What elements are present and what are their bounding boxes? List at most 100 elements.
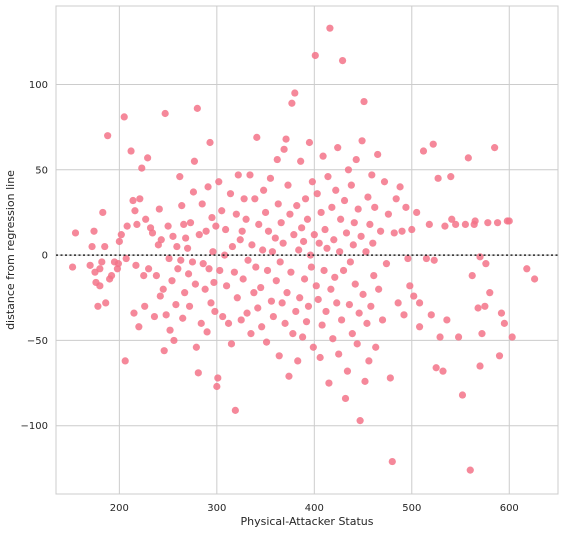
data-point bbox=[236, 236, 244, 244]
data-point bbox=[234, 171, 242, 179]
data-point bbox=[285, 372, 293, 380]
data-point bbox=[283, 289, 291, 297]
data-point bbox=[368, 171, 376, 179]
data-point bbox=[476, 362, 484, 370]
data-point bbox=[523, 265, 531, 273]
data-point bbox=[88, 242, 96, 251]
data-point bbox=[129, 196, 137, 205]
data-point bbox=[374, 150, 382, 159]
data-point bbox=[439, 367, 447, 375]
data-point bbox=[505, 217, 513, 225]
data-point bbox=[357, 232, 365, 240]
data-point bbox=[222, 225, 230, 234]
data-point bbox=[120, 113, 128, 121]
data-point bbox=[132, 261, 140, 269]
data-point bbox=[250, 289, 258, 297]
data-point bbox=[136, 195, 144, 203]
data-point bbox=[98, 258, 106, 266]
data-point bbox=[227, 340, 236, 348]
data-point bbox=[386, 374, 394, 382]
data-point bbox=[138, 164, 146, 172]
data-point bbox=[334, 144, 342, 152]
data-point bbox=[360, 97, 368, 106]
data-point bbox=[308, 178, 316, 186]
data-point bbox=[292, 307, 300, 316]
data-point bbox=[328, 203, 336, 211]
data-point bbox=[232, 210, 240, 218]
data-point bbox=[482, 260, 490, 268]
data-point bbox=[326, 24, 334, 32]
data-point bbox=[422, 254, 431, 263]
data-point bbox=[277, 219, 285, 227]
data-point bbox=[351, 280, 359, 288]
data-point bbox=[274, 200, 282, 208]
data-point bbox=[419, 147, 428, 155]
data-point bbox=[193, 104, 201, 112]
data-point bbox=[237, 316, 245, 324]
data-point bbox=[384, 210, 392, 218]
data-point bbox=[402, 203, 410, 211]
data-point bbox=[279, 239, 287, 247]
data-point bbox=[336, 248, 344, 256]
data-point bbox=[231, 406, 239, 414]
data-point bbox=[142, 215, 150, 223]
data-point bbox=[458, 391, 467, 399]
data-point bbox=[298, 224, 306, 232]
data-point bbox=[243, 309, 251, 317]
data-point bbox=[190, 157, 199, 165]
data-point bbox=[280, 145, 288, 153]
data-point bbox=[239, 275, 247, 283]
data-point bbox=[115, 237, 123, 246]
data-point bbox=[286, 210, 294, 218]
data-point bbox=[294, 357, 302, 365]
data-point bbox=[508, 333, 516, 341]
data-point bbox=[176, 173, 184, 181]
data-point bbox=[337, 215, 345, 223]
y-tick-label: −50 bbox=[27, 336, 48, 347]
data-point bbox=[216, 266, 224, 275]
data-point bbox=[194, 369, 202, 377]
data-point bbox=[197, 319, 205, 327]
data-point bbox=[427, 311, 435, 319]
data-point bbox=[311, 51, 319, 60]
data-point bbox=[415, 323, 424, 331]
data-point bbox=[276, 258, 284, 266]
data-point bbox=[162, 311, 170, 319]
data-point bbox=[316, 353, 324, 362]
data-point bbox=[322, 307, 330, 316]
data-point bbox=[432, 364, 440, 372]
data-point bbox=[323, 244, 331, 252]
y-tick-label: 0 bbox=[42, 251, 48, 262]
y-tick-label: −100 bbox=[21, 421, 48, 432]
data-point bbox=[215, 178, 223, 186]
data-point bbox=[497, 309, 506, 317]
data-point bbox=[304, 302, 313, 310]
data-point bbox=[364, 193, 372, 201]
data-point bbox=[338, 57, 347, 65]
data-point bbox=[350, 219, 358, 227]
data-point bbox=[172, 301, 180, 309]
data-point bbox=[131, 207, 139, 215]
data-point bbox=[474, 304, 482, 312]
data-point bbox=[192, 343, 200, 351]
data-point bbox=[264, 227, 273, 235]
data-point bbox=[367, 302, 375, 310]
data-point bbox=[461, 220, 469, 229]
data-point bbox=[268, 248, 276, 256]
data-point bbox=[198, 200, 206, 208]
data-point bbox=[101, 242, 109, 251]
data-point bbox=[145, 265, 153, 273]
data-point bbox=[371, 203, 379, 211]
x-axis-label: Physical-Attacker Status bbox=[240, 515, 373, 528]
data-point bbox=[221, 251, 229, 259]
data-point bbox=[333, 299, 341, 307]
data-point bbox=[96, 282, 104, 290]
data-point bbox=[68, 263, 77, 271]
data-point bbox=[251, 195, 259, 203]
data-point bbox=[144, 154, 152, 162]
data-point bbox=[330, 236, 338, 244]
data-point bbox=[291, 89, 299, 97]
data-point bbox=[318, 321, 326, 329]
data-point bbox=[354, 205, 362, 213]
